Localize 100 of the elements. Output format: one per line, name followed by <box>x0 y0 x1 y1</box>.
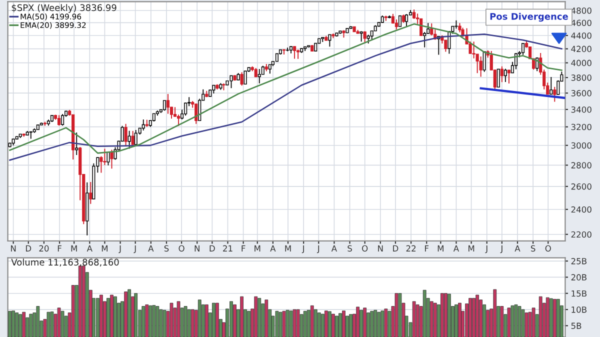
candlestick <box>89 181 92 204</box>
chart-title: $SPX (Weekly) 3836.99 <box>12 4 116 13</box>
y-tick-label: 2400 <box>571 206 592 213</box>
candlestick <box>507 69 511 84</box>
candlestick <box>521 42 525 56</box>
candlestick <box>131 130 134 146</box>
candlestick <box>553 86 556 102</box>
y-tick-label: 5B <box>571 322 582 329</box>
candlestick <box>472 41 476 59</box>
candlestick <box>75 132 78 156</box>
x-tick-label: M <box>71 245 77 252</box>
x-tick-label: D <box>393 245 398 252</box>
candlestick <box>57 114 61 126</box>
x-tick-label: D <box>26 245 32 252</box>
candlestick <box>328 34 332 48</box>
candlestick <box>106 151 110 166</box>
x-tick-label: M <box>254 245 260 252</box>
y-tick-label: 4000 <box>571 60 592 66</box>
y-tick-label: 20B <box>571 274 586 280</box>
candlestick <box>504 68 507 82</box>
candlestick <box>244 70 247 85</box>
x-tick-label: S <box>530 245 536 252</box>
x-tick-label: S <box>164 245 169 252</box>
y-tick-label: 3000 <box>571 142 592 149</box>
y-tick-label: 2600 <box>571 183 592 190</box>
candlestick <box>60 113 64 126</box>
x-tick-label: F <box>58 245 62 252</box>
candlestick <box>363 30 366 44</box>
x-tick-label: J <box>134 245 136 254</box>
candlestick <box>162 100 166 112</box>
candlestick <box>496 68 500 88</box>
x-tick-label: S <box>348 245 352 252</box>
x-tick-label: N <box>11 245 16 252</box>
x-tick-label: J <box>316 245 320 254</box>
x-tick-label: J <box>500 245 502 254</box>
candlestick <box>458 22 462 33</box>
candlestick <box>166 94 170 114</box>
x-tick-label: 22 <box>406 245 416 252</box>
candlestick <box>430 22 434 36</box>
x-tick-label: O <box>178 245 184 252</box>
y-tick-label: 4600 <box>571 20 592 26</box>
x-tick-label: J <box>302 245 304 254</box>
candlestick <box>29 130 32 140</box>
x-tick-label: A <box>86 245 92 252</box>
x-tick-label: 20 <box>39 245 49 252</box>
candlestick <box>423 31 426 48</box>
x-tick-label: M <box>102 245 108 252</box>
candlestick <box>240 72 244 86</box>
x-tick-label: N <box>378 245 383 252</box>
candlestick <box>550 76 553 95</box>
x-tick-label: M <box>468 245 474 252</box>
candlestick <box>479 56 482 78</box>
candlestick <box>394 19 398 30</box>
x-tick-label: A <box>148 245 154 252</box>
x-tick-label: O <box>362 245 368 252</box>
x-tick-label: F <box>425 245 429 252</box>
candlestick <box>230 75 233 89</box>
y-tick-label: 3600 <box>571 90 592 96</box>
candlestick <box>282 48 286 55</box>
x-tick-label: F <box>242 245 246 252</box>
candlestick <box>142 119 145 131</box>
y-tick-label: 4800 <box>571 7 592 14</box>
x-tick-label: A <box>514 245 520 252</box>
x-tick-label: J <box>118 245 121 254</box>
candlestick <box>124 123 128 146</box>
candlestick <box>176 114 180 127</box>
candlestick <box>292 46 296 60</box>
candlestick <box>404 14 408 28</box>
x-tick-label: M <box>285 245 291 252</box>
candlestick <box>198 98 202 122</box>
y-tick-label: 15B <box>572 290 586 297</box>
y-tick-label: 2800 <box>571 162 592 168</box>
y-tick-label: 4200 <box>571 46 592 52</box>
candlestick <box>110 149 114 170</box>
x-tick-label: O <box>545 245 551 252</box>
annotation: Pos Divergence <box>490 12 568 22</box>
y-tick-label: 2200 <box>571 231 592 238</box>
y-tick-label: 25B <box>571 258 586 264</box>
x-tick-label: N <box>194 245 200 252</box>
y-tick-label: 3200 <box>571 124 592 130</box>
candlestick <box>500 66 504 83</box>
candlestick <box>258 68 261 84</box>
y-tick-label: 3400 <box>571 106 592 113</box>
candlestick <box>134 130 138 146</box>
candlestick <box>194 103 198 124</box>
x-tick-label: A <box>270 245 276 252</box>
candlestick <box>482 51 486 72</box>
candlestick <box>128 130 131 150</box>
x-tick-label: J <box>485 245 488 254</box>
x-tick-label: 21 <box>223 245 232 252</box>
candlestick <box>296 49 300 60</box>
y-tick-label: 4400 <box>571 32 592 39</box>
x-tick-label: A <box>331 245 337 252</box>
chart-title: Volume 11,163,868,160 <box>11 258 119 267</box>
y-tick-label: 10B <box>572 306 586 313</box>
candlestick <box>444 40 448 52</box>
x-tick-label: A <box>453 245 460 252</box>
x-tick-label: D <box>210 245 215 252</box>
y-tick-label: 3800 <box>571 74 592 81</box>
x-tick-label: M <box>438 245 444 252</box>
